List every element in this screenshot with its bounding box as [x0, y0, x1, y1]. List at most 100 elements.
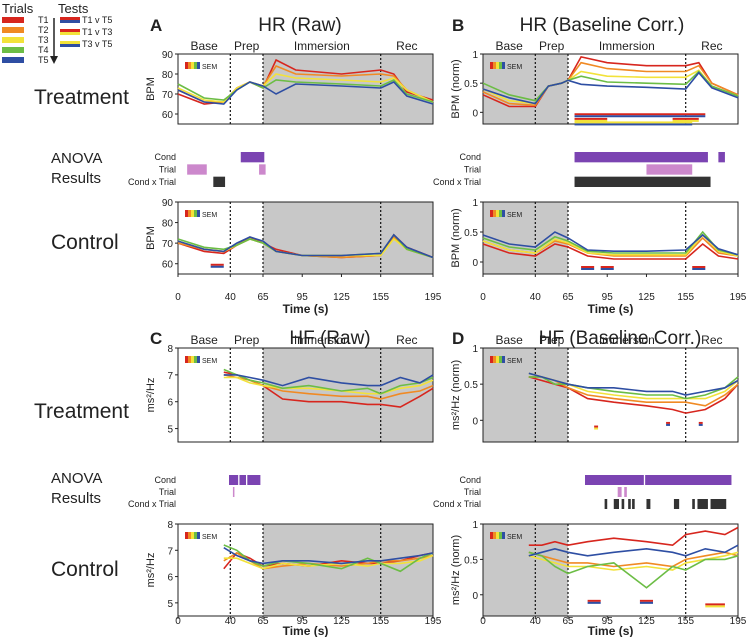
legend-trial-swatch-T3 [2, 37, 24, 43]
x-tick-label: 155 [372, 616, 389, 627]
sem-swatch [185, 210, 188, 217]
y-tick-label: 0.5 [464, 228, 478, 239]
series-line-B-control-5 [482, 231, 739, 256]
anova-label-cond: Cond [154, 475, 176, 485]
series-line-D-control-2 [528, 551, 739, 568]
sig-bar-bottom [574, 115, 706, 118]
sem-label: SEM [202, 534, 217, 541]
plot-A-control: 60 70 80 90 BPM SEM [145, 198, 434, 275]
sig-bar-top [587, 599, 601, 602]
y-tick-label: 1 [472, 198, 478, 209]
phase-label-D-base: Base [495, 333, 523, 347]
x-tick-label: 0 [480, 292, 486, 303]
sem-swatch [493, 62, 496, 69]
x-tick-label: 155 [677, 292, 694, 303]
anova-label-cond: Cond [459, 152, 481, 162]
row-label-anova-top-2: Results [51, 170, 101, 187]
sem-swatch [194, 532, 197, 539]
anova-bar-condxtrial [613, 499, 619, 509]
row-label-anova-bottom-2: Results [51, 490, 101, 507]
legend-trial-label-T5: T5 [38, 55, 49, 65]
plot-frame [177, 347, 434, 443]
sig-bar-bottom [600, 268, 614, 270]
legend-test-label-2: T3 v T5 [82, 39, 112, 49]
y-tick-label: 0 [472, 591, 478, 602]
x-tick-label: 65 [562, 292, 574, 303]
sem-swatch [496, 210, 499, 217]
x-tick-label: 125 [333, 616, 350, 627]
x-axis-label: Time (s) [283, 624, 329, 637]
sig-bar-bottom [672, 119, 699, 122]
series-line-C-treatment-4 [223, 368, 434, 395]
y-tick-label: 5 [167, 599, 173, 610]
phase-label-B-base: Base [495, 39, 523, 53]
sem-swatch [188, 356, 191, 363]
y-tick-label: 60 [162, 260, 174, 271]
sem-swatch [188, 62, 191, 69]
phase-label-A-rec: Rec [396, 39, 417, 53]
legend-test-swatch-bottom-2 [60, 44, 80, 47]
anova-label-condxtrial: Cond x Trial [433, 499, 481, 509]
row-label-anova-bottom-1: ANOVA [51, 470, 102, 487]
anova-bar-condxtrial [628, 499, 631, 509]
x-tick-label: 95 [297, 616, 309, 627]
x-tick-label: 195 [425, 292, 442, 303]
shade-immersion [263, 524, 433, 616]
sem-legend: SEM [185, 62, 217, 71]
sem-legend: SEM [185, 210, 217, 219]
panel-title-D: HF (Baseline Corr.) [539, 328, 702, 349]
row-label-control-top: Control [51, 231, 119, 254]
plot-C-treatment: 5 6 7 8 ms²/Hz SEM [145, 344, 434, 443]
sem-swatch [499, 356, 502, 363]
sig-bar-top [672, 117, 699, 120]
panel-A: A HR (Raw) Base Prep Immersion Rec 60 70 80 90 BPM… [128, 15, 442, 316]
sem-swatch [197, 532, 200, 539]
y-axis-label: ms²/Hz (norm) [450, 360, 462, 430]
sem-swatch [490, 356, 493, 363]
legend-test-swatch-top-1 [60, 29, 80, 32]
anova-label-trial: Trial [464, 487, 481, 497]
sig-bar-top [210, 263, 224, 266]
anova-bar-trial [646, 164, 693, 175]
legend-tests-title: Tests [58, 1, 89, 16]
sig-bar-bottom [692, 268, 706, 270]
series-line-A-treatment-4 [177, 79, 434, 103]
sem-swatch [185, 532, 188, 539]
sig-bar-bottom [574, 119, 608, 122]
sem-legend: SEM [185, 532, 217, 541]
anova-bar-cond [718, 152, 725, 163]
sig-bar-top [574, 121, 693, 124]
y-tick-label: 8 [167, 344, 173, 355]
sig-bar-bottom [581, 268, 595, 270]
anova-label-trial: Trial [159, 487, 176, 497]
sem-swatch [490, 210, 493, 217]
y-tick-label: 0 [472, 416, 478, 427]
sem-label: SEM [507, 64, 522, 71]
sig-bar-bottom [587, 601, 601, 604]
shade-immersion [263, 348, 433, 442]
series-line-C-control-5 [223, 547, 434, 565]
row-label-treatment-top: Treatment [34, 86, 129, 109]
panel-letter-D: D [452, 329, 464, 348]
y-tick-label: 6 [167, 398, 173, 409]
sig-bar-bottom [574, 123, 693, 126]
anova-bar-condxtrial [213, 176, 226, 187]
sig-bar-top [705, 603, 725, 606]
y-tick-label: 80 [162, 70, 174, 81]
y-tick-label: 0.5 [464, 380, 478, 391]
x-axis-D: 0 40 65 95 125 155 195 Time (s) [480, 616, 747, 637]
sem-swatch [493, 532, 496, 539]
x-tick-label: 0 [480, 616, 486, 627]
legend-trials-title: Trials [2, 1, 34, 16]
panels: A HR (Raw)Base Prep Immersion Rec60708090BPM… [128, 15, 747, 637]
anova-bar-condxtrial [632, 499, 635, 509]
sem-swatch [188, 532, 191, 539]
x-tick-label: 95 [602, 616, 614, 627]
sem-legend: SEM [490, 62, 522, 71]
sem-legend: SEM [490, 210, 522, 219]
x-tick-label: 65 [257, 292, 269, 303]
sem-swatch [499, 532, 502, 539]
anova-label-cond: Cond [154, 152, 176, 162]
